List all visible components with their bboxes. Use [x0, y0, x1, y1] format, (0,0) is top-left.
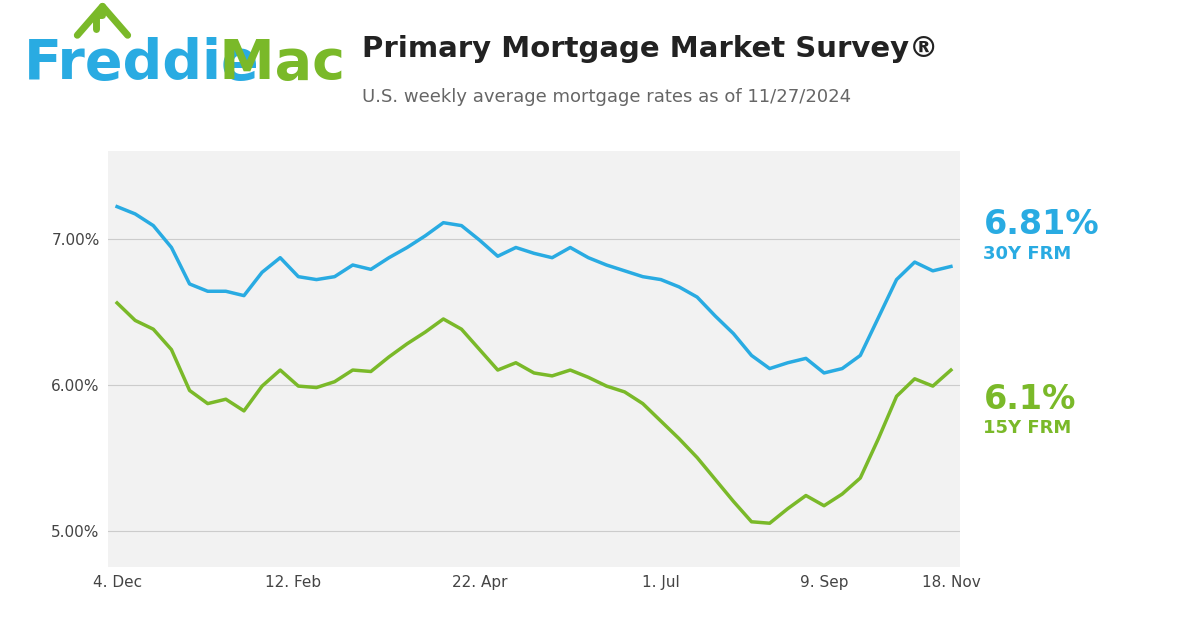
Text: 6.81%: 6.81% — [984, 209, 1099, 241]
Text: 30Y FRM: 30Y FRM — [984, 245, 1072, 263]
Text: Primary Mortgage Market Survey®: Primary Mortgage Market Survey® — [362, 35, 938, 63]
Text: Mac: Mac — [200, 37, 344, 91]
Text: 6.1%: 6.1% — [984, 382, 1075, 416]
Text: Freddie: Freddie — [24, 37, 259, 91]
Text: 15Y FRM: 15Y FRM — [984, 419, 1072, 437]
Text: U.S. weekly average mortgage rates as of 11/27/2024: U.S. weekly average mortgage rates as of… — [362, 88, 851, 106]
